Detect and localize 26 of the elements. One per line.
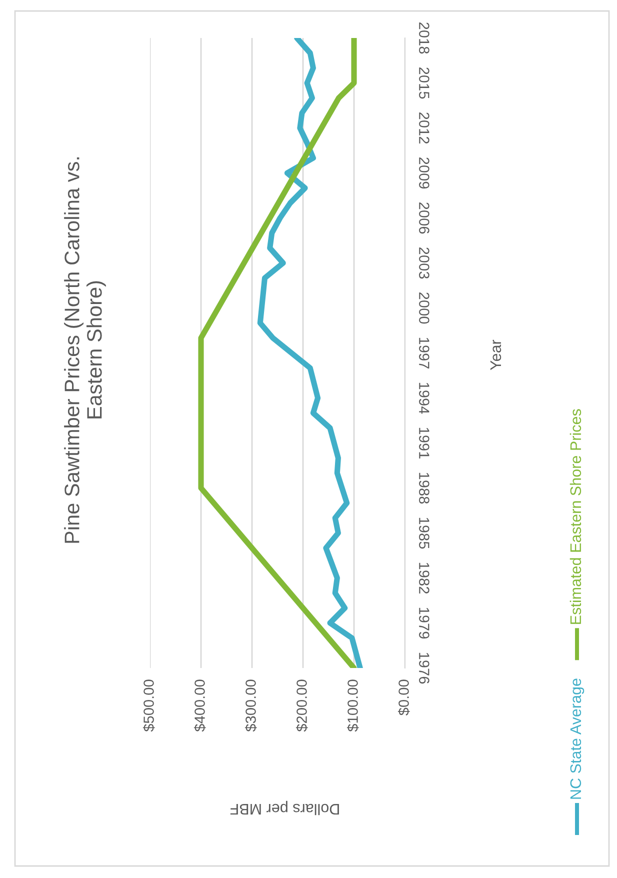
y-tick-label: 2003: [418, 248, 430, 279]
x-axis-title: Dollars per MBF: [230, 800, 339, 816]
y-tick-label: 1982: [418, 562, 430, 594]
y-tick-label: 2006: [418, 202, 430, 234]
text: Pine Sawtimber Prices (North Carolina vs. Eastern Shore): [64, 157, 106, 543]
y-tick-label: 2000: [418, 292, 430, 324]
y-tick-label: 1991: [418, 428, 430, 459]
y-tick-label: 2015: [418, 68, 430, 99]
y-tick-label: 1985: [418, 518, 430, 549]
x-tick-label: $100.00: [346, 680, 359, 732]
y-tick-label: 1994: [418, 382, 430, 414]
text: NC State Average: [570, 678, 584, 799]
x-tick-label: $500.00: [142, 680, 155, 732]
x-tick-label: $400.00: [194, 680, 206, 732]
y-tick-label: 2018: [418, 22, 430, 54]
y-tick-label: 1997: [418, 338, 430, 368]
y-tick-label: 1979: [418, 608, 430, 639]
text: Estimated Eastern Shore Prices: [570, 409, 582, 624]
x-tick-label: $0.00: [398, 680, 410, 716]
y-tick-label: 1988: [418, 472, 430, 504]
y-tick-label: 2009: [418, 158, 430, 189]
y-tick-label: 2012: [418, 112, 430, 144]
y-tick-label: 1976: [418, 652, 430, 684]
y-axis-title: Year: [490, 340, 502, 370]
x-tick-label: $200.00: [296, 680, 308, 732]
x-tick-label: $300.00: [244, 680, 257, 732]
